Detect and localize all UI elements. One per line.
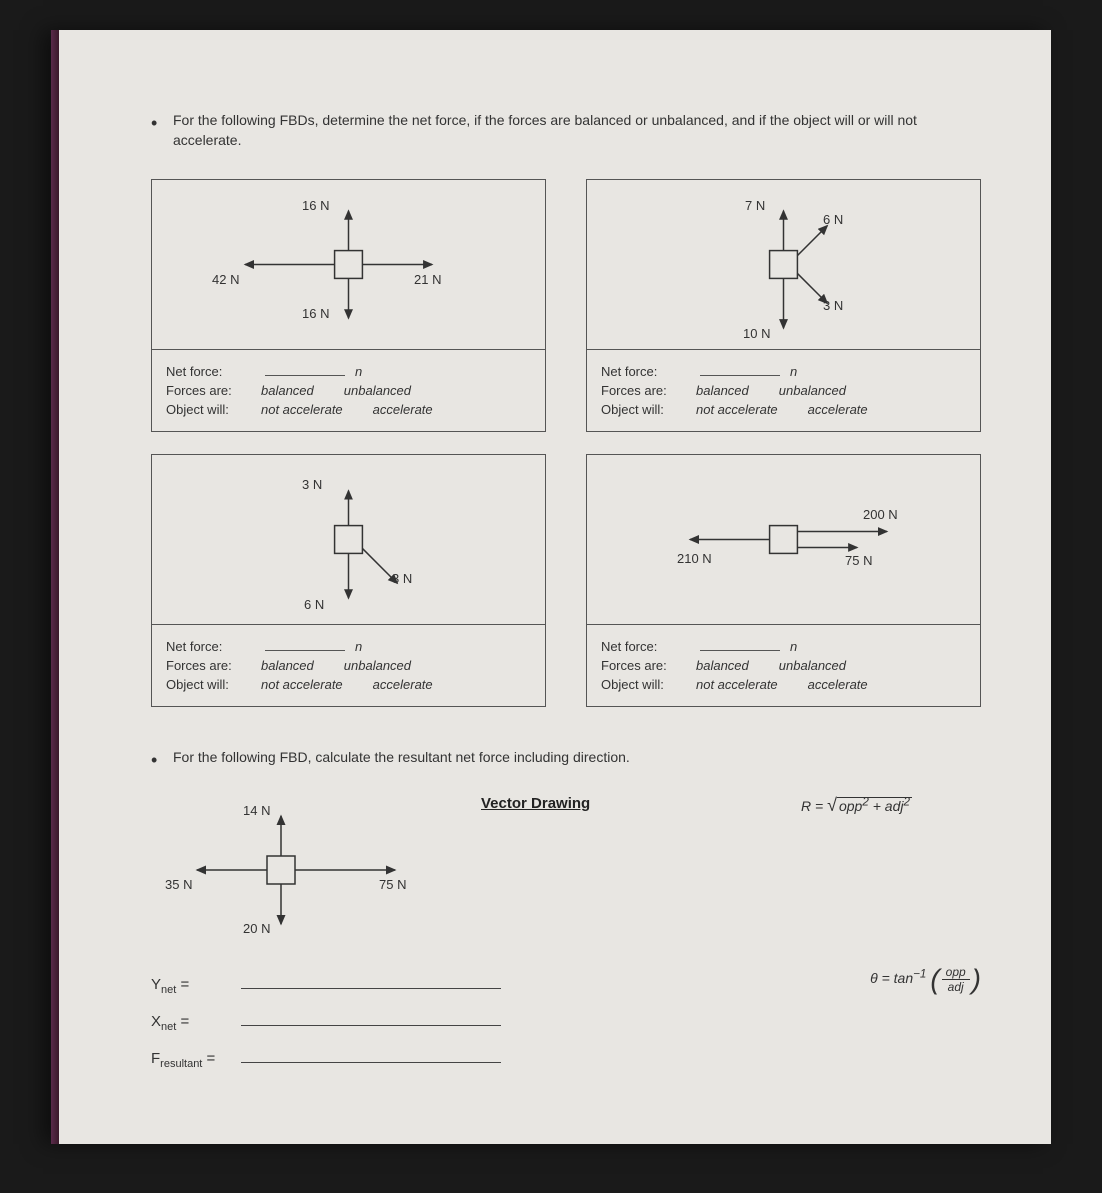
res-up: 14 N bbox=[243, 803, 270, 818]
fbd-diagram-4: 210 N 200 N 75 N bbox=[587, 455, 980, 625]
fbd-answers-3: Net force:n Forces are:balancedunbalance… bbox=[152, 625, 545, 706]
force-rightdown-3: 3 N bbox=[392, 571, 412, 586]
res-down: 20 N bbox=[243, 921, 270, 936]
net-force-label: Net force: bbox=[166, 364, 261, 379]
force-up-1: 16 N bbox=[302, 198, 329, 213]
opt-notaccel[interactable]: not accelerate bbox=[261, 402, 343, 417]
forces-are-label: Forces are: bbox=[166, 383, 261, 398]
force-down-2: 10 N bbox=[743, 326, 770, 341]
object-will-label: Object will: bbox=[166, 402, 261, 417]
fill-lines: Ynet = Xnet = Fresultant = bbox=[151, 973, 981, 1070]
vector-drawing-area: Vector Drawing bbox=[481, 795, 751, 813]
fbd-box-4: 210 N 200 N 75 N Net force:n Forces are:… bbox=[586, 454, 981, 707]
fbd-diagram-2: 7 N 10 N 6 N 3 N bbox=[587, 180, 980, 350]
fbd-answers-1: Net force: n Forces are:balanced unbalance… bbox=[152, 350, 545, 431]
fbd-box-3: 3 N 6 N 3 N Net force:n Forces are:balan… bbox=[151, 454, 546, 707]
res-right: 75 N bbox=[379, 877, 406, 892]
res-left: 35 N bbox=[165, 877, 192, 892]
formula-r: R = √opp2 + adj2 bbox=[801, 795, 981, 816]
fbd-box-2: 7 N 10 N 6 N 3 N Net force:n Forces are:… bbox=[586, 179, 981, 432]
force-right-4: 200 N bbox=[863, 507, 898, 522]
formula-theta: θ = tan−1 (oppadj) bbox=[870, 965, 981, 994]
unit-n: n bbox=[355, 364, 362, 379]
force-left-4: 210 N bbox=[677, 551, 712, 566]
force-down-3: 6 N bbox=[304, 597, 324, 612]
worksheet-page: For the following FBDs, determine the ne… bbox=[51, 30, 1051, 1144]
xnet-blank[interactable] bbox=[241, 1010, 501, 1026]
vector-drawing-label: Vector Drawing bbox=[481, 795, 590, 812]
fres-label: Fresultant = bbox=[151, 1050, 241, 1070]
fbd-grid: 16 N 16 N 42 N 21 N Net force: n Forces a… bbox=[151, 179, 981, 707]
force-down-1: 16 N bbox=[302, 306, 329, 321]
ynet-label: Ynet = bbox=[151, 976, 241, 996]
force-left-1: 42 N bbox=[212, 272, 239, 287]
force-up-2: 7 N bbox=[745, 198, 765, 213]
opt-unbalanced[interactable]: unbalanced bbox=[344, 383, 411, 398]
fbd-diagram-3: 3 N 6 N 3 N bbox=[152, 455, 545, 625]
force-rightlower-4: 75 N bbox=[845, 553, 872, 568]
fbd-answers-4: Net force:n Forces are:balancedunbalance… bbox=[587, 625, 980, 706]
opt-accel[interactable]: accelerate bbox=[373, 402, 433, 417]
force-rightdown-2: 3 N bbox=[823, 298, 843, 313]
fbd-diagram-1: 16 N 16 N 42 N 21 N bbox=[152, 180, 545, 350]
force-up-3: 3 N bbox=[302, 477, 322, 492]
resultant-diagram: 14 N 20 N 35 N 75 N bbox=[151, 795, 431, 945]
fbd-answers-2: Net force:n Forces are:balancedunbalance… bbox=[587, 350, 980, 431]
resultant-section: 14 N 20 N 35 N 75 N Vector Drawing R = √… bbox=[151, 795, 981, 945]
instruction-1: For the following FBDs, determine the ne… bbox=[151, 110, 981, 151]
ynet-blank[interactable] bbox=[241, 973, 501, 989]
force-rightup-2: 6 N bbox=[823, 212, 843, 227]
net-force-blank-1[interactable] bbox=[265, 362, 345, 376]
net-force-blank-3[interactable] bbox=[265, 637, 345, 651]
fbd-box-1: 16 N 16 N 42 N 21 N Net force: n Forces a… bbox=[151, 179, 546, 432]
fres-blank[interactable] bbox=[241, 1047, 501, 1063]
net-force-blank-2[interactable] bbox=[700, 362, 780, 376]
instruction-2: For the following FBD, calculate the res… bbox=[151, 747, 981, 767]
formula-r-lhs: R = bbox=[801, 798, 823, 814]
force-right-1: 21 N bbox=[414, 272, 441, 287]
xnet-label: Xnet = bbox=[151, 1013, 241, 1033]
net-force-blank-4[interactable] bbox=[700, 637, 780, 651]
opt-balanced[interactable]: balanced bbox=[261, 383, 314, 398]
